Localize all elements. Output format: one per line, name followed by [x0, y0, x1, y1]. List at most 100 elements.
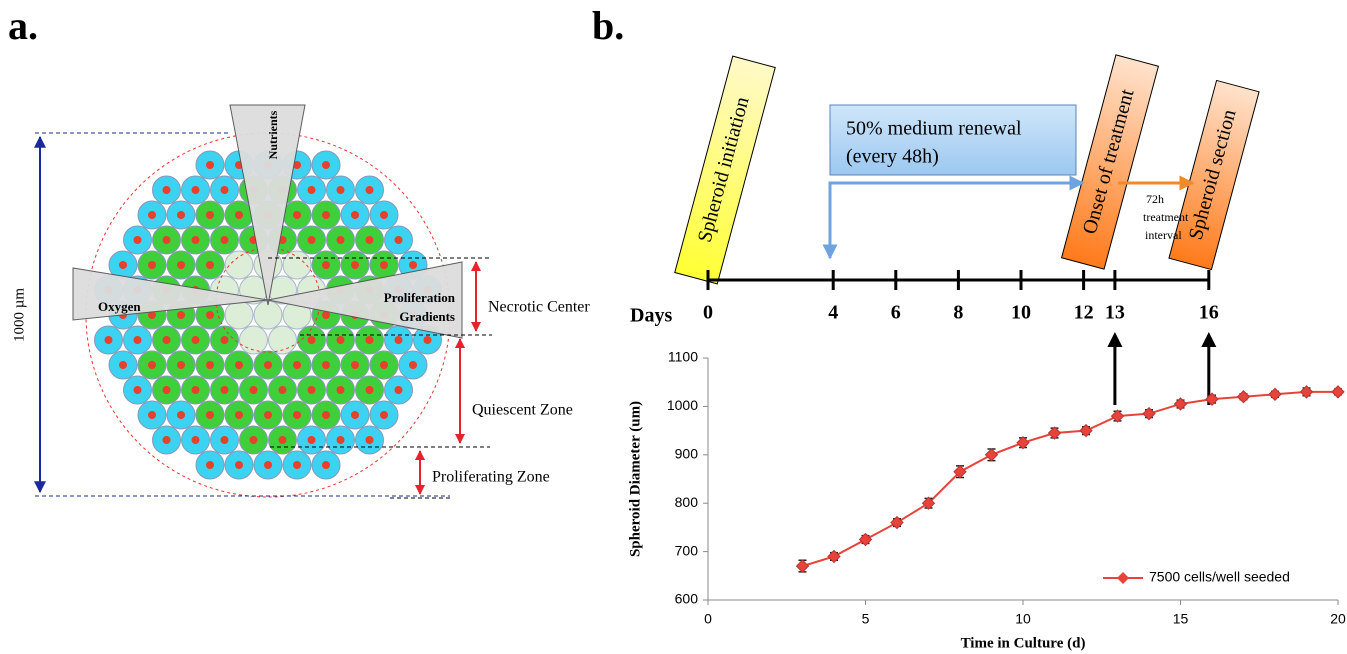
timeline-day: 12	[1074, 302, 1094, 324]
nucleus	[191, 386, 200, 394]
nucleus	[148, 361, 156, 369]
nucleus	[148, 411, 156, 419]
marker	[1016, 435, 1030, 450]
nucleus	[177, 211, 185, 219]
nucleus	[206, 361, 214, 369]
nucleus	[206, 311, 214, 319]
timeline-day: 10	[1011, 302, 1031, 324]
nucleus	[162, 236, 171, 244]
nucleus	[365, 436, 374, 444]
y-tick-label: 900	[675, 446, 699, 462]
timeline-label: Days	[630, 305, 672, 327]
nucleus	[220, 236, 229, 244]
nucleus	[162, 186, 171, 194]
legend-swatch	[1117, 572, 1129, 584]
nucleus	[264, 361, 272, 369]
nucleus	[336, 236, 345, 244]
event-box: Spheroid section	[1168, 79, 1260, 271]
nucleus	[336, 436, 345, 444]
nucleus	[191, 186, 200, 194]
zone-label: Necrotic Center	[488, 299, 590, 316]
nucleus	[220, 436, 229, 444]
interval-note: treatment	[1143, 210, 1189, 224]
nucleus	[162, 336, 171, 344]
nucleus	[365, 236, 374, 244]
series-line	[802, 390, 1338, 568]
legend-label: 7500 cells/well seeded	[1149, 569, 1290, 585]
nucleus	[336, 186, 345, 194]
marker	[1236, 390, 1251, 404]
interval-note: interval	[1145, 228, 1182, 242]
scale-label: 1000 µm	[11, 288, 27, 342]
interval-note: 72h	[1146, 192, 1164, 206]
nucleus	[162, 436, 171, 444]
event-label: 50% medium renewal	[846, 118, 1022, 140]
nucleus	[336, 336, 345, 344]
x-tick-label: 5	[862, 611, 870, 627]
nucleus	[307, 236, 316, 244]
chart: 600 700 800 900 1000 1100 0 5 10 15 20 Time in Cult…	[627, 349, 1346, 652]
nucleus	[307, 436, 316, 444]
nucleus	[133, 336, 142, 344]
nucleus	[351, 261, 359, 269]
x-tick-label: 0	[704, 611, 712, 627]
nucleus	[206, 411, 214, 419]
nucleus	[380, 211, 388, 219]
nucleus	[148, 211, 156, 219]
marker	[890, 515, 904, 530]
nucleus	[235, 411, 243, 419]
nucleus	[380, 361, 388, 369]
nucleus	[394, 386, 403, 394]
nucleus	[307, 186, 316, 194]
y-tick-label: 1000	[667, 397, 698, 413]
y-axis-label: Spheroid Diameter (um)	[627, 401, 643, 557]
marker	[1142, 406, 1156, 421]
marker	[953, 465, 967, 479]
marker	[1299, 385, 1314, 399]
x-tick-label: 20	[1330, 611, 1346, 627]
nucleus	[133, 236, 142, 244]
nucleus	[409, 361, 417, 369]
cell	[268, 325, 297, 355]
nucleus	[307, 386, 316, 394]
marker	[1331, 385, 1345, 399]
marker	[1079, 423, 1093, 438]
nucleus	[119, 261, 127, 269]
nucleus	[220, 186, 229, 194]
nucleus	[191, 436, 200, 444]
nucleus	[322, 211, 330, 219]
nucleus	[365, 336, 374, 344]
nucleus	[177, 361, 185, 369]
nucleus	[322, 161, 330, 169]
nucleus	[322, 461, 330, 469]
nucleus	[409, 261, 417, 269]
event-box	[829, 104, 1077, 176]
wedge-label: Nutrients	[266, 110, 280, 159]
nucleus	[264, 411, 272, 419]
cell	[253, 300, 283, 330]
wedge-label: Oxygen	[98, 299, 141, 314]
nucleus	[351, 211, 359, 219]
timeline: 0 4 6 8 10 12 13 16	[703, 270, 1219, 405]
nucleus	[278, 436, 287, 444]
nucleus	[177, 311, 185, 319]
nucleus	[293, 161, 301, 169]
timeline-day: 16	[1199, 302, 1219, 324]
nucleus	[322, 261, 330, 269]
nucleus	[177, 261, 185, 269]
zone-guides	[268, 257, 492, 499]
x-tick-label: 15	[1173, 611, 1189, 627]
nucleus	[206, 461, 214, 469]
nucleus	[322, 311, 330, 319]
nucleus	[177, 411, 185, 419]
nucleus	[307, 336, 316, 344]
nucleus	[394, 336, 403, 344]
nucleus	[133, 386, 142, 394]
nutrients-wedge	[229, 104, 306, 306]
timeline-day: 6	[891, 302, 901, 324]
nucleus	[293, 211, 301, 219]
event-box: Spheroid initiation	[674, 55, 776, 285]
nucleus	[220, 336, 229, 344]
marker	[984, 448, 999, 462]
